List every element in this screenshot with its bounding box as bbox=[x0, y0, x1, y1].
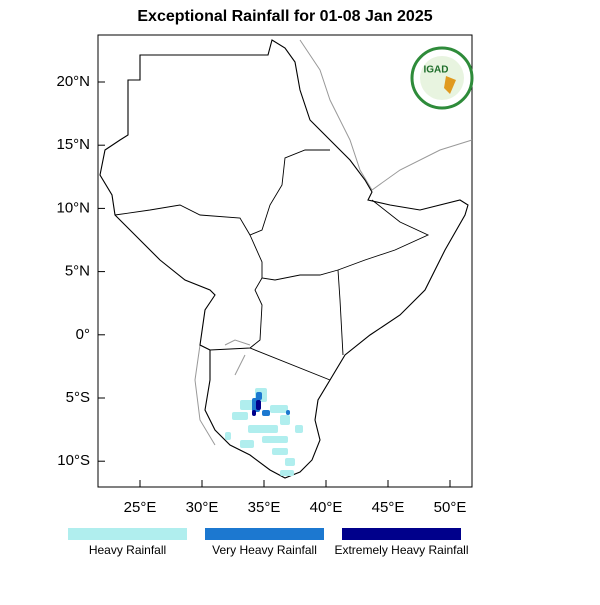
rain-patch bbox=[270, 405, 288, 413]
legend-swatch bbox=[342, 528, 461, 540]
rain-patch bbox=[295, 425, 303, 433]
legend-label: Heavy Rainfall bbox=[89, 543, 166, 557]
map-title: Exceptional Rainfall for 01-08 Jan 2025 bbox=[137, 8, 432, 25]
rain-patch bbox=[280, 415, 290, 425]
y-tick-label: 5°S bbox=[66, 389, 90, 406]
rain-patch bbox=[232, 412, 248, 420]
rain-patch bbox=[256, 400, 261, 410]
legend-swatch bbox=[205, 528, 324, 540]
x-tick-label: 50°E bbox=[434, 499, 467, 516]
rain-patch bbox=[262, 436, 288, 443]
rain-patch bbox=[280, 470, 294, 476]
x-tick-label: 40°E bbox=[310, 499, 343, 516]
rain-patch bbox=[248, 425, 278, 433]
legend-label: Very Heavy Rainfall bbox=[212, 543, 317, 557]
rain-patch bbox=[240, 440, 254, 448]
logo-text: IGAD bbox=[424, 65, 449, 76]
y-tick-label: 0° bbox=[76, 326, 90, 343]
x-tick-label: 25°E bbox=[124, 499, 157, 516]
rain-patch bbox=[285, 458, 295, 466]
map-frame bbox=[97, 34, 473, 488]
x-tick-label: 30°E bbox=[186, 499, 219, 516]
rainfall-areas bbox=[225, 388, 303, 476]
x-tick-label: 45°E bbox=[372, 499, 405, 516]
rain-patch bbox=[262, 410, 270, 416]
igad-logo: IGAD bbox=[410, 46, 474, 110]
grey-lines bbox=[194, 39, 473, 446]
rain-patch bbox=[272, 448, 288, 455]
x-tick-label: 35°E bbox=[248, 499, 281, 516]
y-tick-label: 20°N bbox=[56, 73, 90, 90]
country-borders bbox=[99, 39, 469, 479]
y-tick-label: 5°N bbox=[65, 263, 90, 280]
y-tick-label: 10°S bbox=[57, 452, 90, 469]
legend-swatch bbox=[68, 528, 187, 540]
y-tick-label: 15°N bbox=[56, 136, 90, 153]
rain-patch bbox=[286, 410, 290, 415]
rain-patch bbox=[252, 410, 256, 416]
rain-patch bbox=[256, 392, 262, 400]
y-tick-label: 10°N bbox=[56, 199, 90, 216]
rain-patch bbox=[225, 432, 231, 440]
legend-label: Extremely Heavy Rainfall bbox=[334, 543, 468, 557]
